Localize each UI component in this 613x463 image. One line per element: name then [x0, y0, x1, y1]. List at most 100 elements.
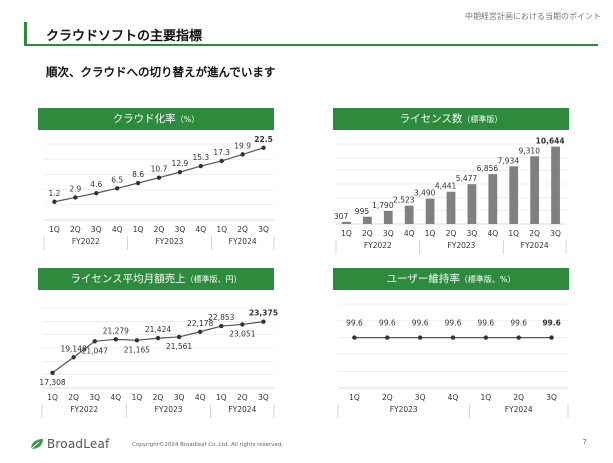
- bar: [509, 166, 519, 224]
- panel-title-sub: （%）: [175, 115, 200, 124]
- x-tick-label: 1Q: [425, 229, 436, 238]
- x-tick-label: 2Q: [68, 393, 79, 402]
- x-tick-label: 1Q: [341, 229, 352, 238]
- x-tick-label: 3Q: [89, 393, 100, 402]
- page-title: クラウドソフトの主要指標: [46, 29, 203, 44]
- x-tick-label: 3Q: [415, 393, 426, 402]
- x-tick-label: 4Q: [487, 229, 498, 238]
- data-label: 99.6: [379, 319, 396, 328]
- data-point: [50, 370, 55, 375]
- group-label: FY2024: [521, 241, 549, 250]
- data-label: 99.6: [346, 319, 363, 328]
- data-label: 8.6: [132, 170, 144, 179]
- data-label: 19.9: [234, 141, 251, 150]
- data-point: [261, 319, 266, 324]
- panel-title-sub: （標準版、%）: [459, 275, 516, 284]
- chart-licenses: 307 9951,7902,5233,4904,4415,4776,8567,93…: [334, 137, 567, 254]
- data-point: [240, 152, 245, 157]
- data-label: 17.3: [213, 148, 230, 157]
- x-tick-label: 1Q: [133, 225, 144, 234]
- group-label: FY2024: [505, 405, 533, 414]
- x-tick-label: 2Q: [153, 393, 164, 402]
- data-label: 2,523: [393, 196, 415, 205]
- panel-title-sub: （標準版、円）: [185, 275, 242, 284]
- footer-logo: BroadLeaf: [30, 437, 109, 451]
- x-tick-label: 1Q: [349, 393, 360, 402]
- title-underline: [24, 20, 598, 46]
- data-label: 1.2: [48, 189, 60, 198]
- data-label: 10.7: [151, 165, 168, 174]
- data-label: 7,934: [498, 156, 520, 165]
- x-tick-label: 1Q: [47, 393, 58, 402]
- leaf-logo-icon: [30, 439, 43, 450]
- bar: [530, 156, 540, 224]
- chart-retention: 99.6 99.6 99.6 99.6 99.6 99.6 99.6 1Q 2Q 3Q 4Q 1Q 2Q…: [337, 303, 569, 418]
- x-tick-label: 3Q: [467, 229, 478, 238]
- x-tick-label: 3Q: [550, 229, 561, 238]
- x-tick-label: 3Q: [546, 393, 557, 402]
- x-tick-label: 4Q: [112, 225, 123, 234]
- bar: [551, 146, 560, 224]
- data-point: [177, 169, 183, 175]
- data-point: [417, 335, 423, 340]
- data-point: [73, 195, 78, 200]
- data-label: 22,853: [208, 313, 234, 322]
- panel-header-retention: ユーザー維持率（標準版、%）: [333, 268, 569, 290]
- x-tick-label: 3Q: [91, 225, 102, 234]
- data-point: [94, 190, 99, 196]
- page-subtitle: 順次、クラウドへの切り替えが進んでいます: [46, 65, 276, 79]
- x-tick-label: 1Q: [216, 393, 227, 402]
- x-tick-label: 1Q: [132, 393, 143, 402]
- chart-cloud-ratio: 1.2 2.9 4.6 6.5 8.6 10.7 12.915.3 17.3 19.922.5 1…: [43, 135, 275, 250]
- x-tick-label: 4Q: [448, 393, 459, 402]
- x-tick-label: 2Q: [362, 229, 373, 238]
- x-tick-label: 2Q: [446, 229, 457, 238]
- data-point: [516, 335, 521, 340]
- group-label: FY2022: [72, 237, 100, 246]
- data-label: 4.6: [90, 180, 102, 189]
- data-label: 2.9: [69, 184, 81, 193]
- data-label: 6.5: [111, 175, 123, 184]
- panel-title-sub: （標準版）: [462, 115, 503, 124]
- title-accent-bar: [24, 22, 27, 44]
- panel-title: ライセンス平均月額売上: [70, 273, 186, 285]
- group-label: FY2024: [229, 237, 257, 246]
- x-tick-label: 4Q: [195, 225, 206, 234]
- bar: [425, 198, 435, 224]
- x-tick-label: 4Q: [110, 393, 121, 402]
- x-tick-label: 4Q: [195, 393, 206, 402]
- panel-title: ユーザー維持率: [386, 273, 460, 285]
- data-point: [156, 175, 162, 180]
- group-label: FY2022: [364, 241, 392, 250]
- x-tick-label: 3Q: [175, 225, 186, 234]
- bar: [342, 221, 351, 224]
- bar: [488, 174, 498, 224]
- data-label: 23,375: [249, 309, 278, 318]
- data-point: [450, 335, 456, 340]
- data-label: 22,178: [187, 319, 213, 328]
- x-tick-label: 2Q: [237, 393, 248, 402]
- data-point: [52, 199, 57, 204]
- bar: [404, 205, 414, 224]
- bar: [467, 184, 477, 224]
- data-point: [483, 335, 489, 340]
- data-point: [261, 145, 266, 150]
- x-tick-label: 2Q: [154, 225, 165, 234]
- group-label: FY2023: [447, 241, 475, 250]
- data-label: 19,148: [61, 344, 87, 353]
- data-label: 12.9: [172, 159, 189, 168]
- data-point: [219, 158, 224, 164]
- panel-title: クラウド化率: [112, 113, 176, 125]
- brand-name: BroadLeaf: [47, 437, 110, 451]
- data-point: [240, 322, 245, 327]
- data-point: [219, 323, 224, 329]
- x-tick-label: 1Q: [481, 393, 492, 402]
- group-label: FY2022: [70, 405, 98, 414]
- data-label: 3,490: [414, 189, 436, 198]
- group-label: FY2023: [155, 405, 183, 414]
- group-label: FY2024: [228, 405, 256, 414]
- data-point: [198, 163, 204, 169]
- x-tick-label: 2Q: [382, 393, 393, 402]
- x-tick-label: 2Q: [513, 393, 524, 402]
